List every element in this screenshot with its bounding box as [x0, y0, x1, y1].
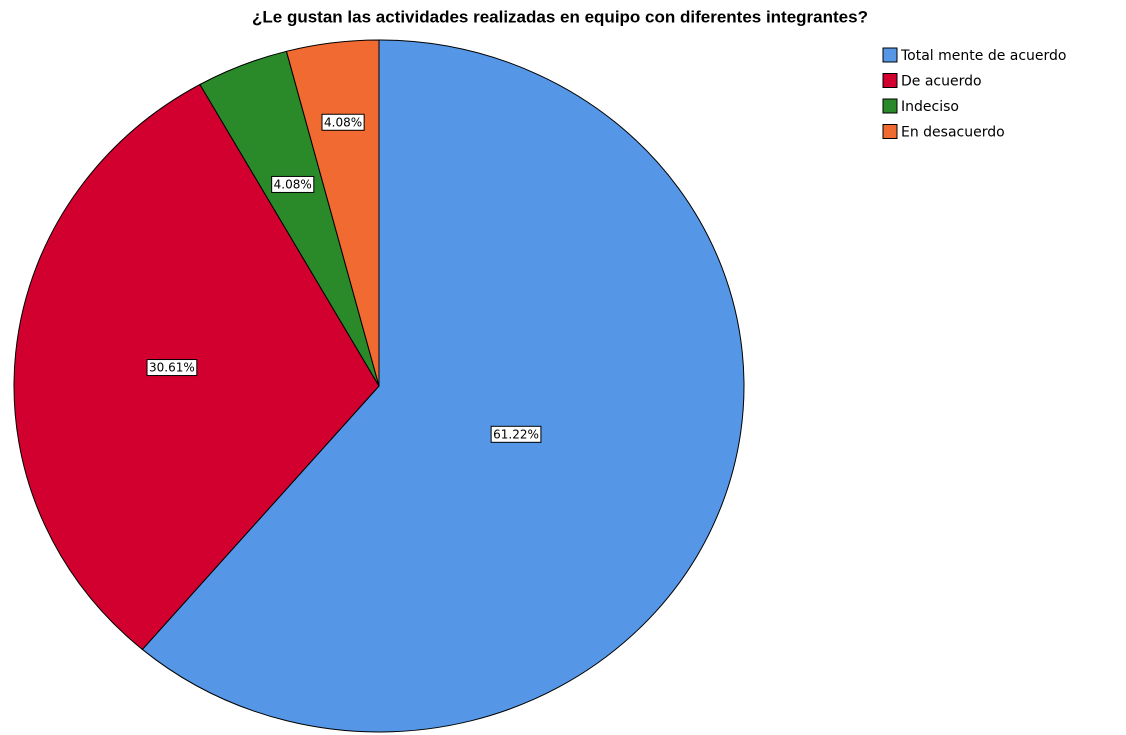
data-label-box	[271, 175, 315, 193]
legend-label: Indeciso	[901, 99, 959, 115]
legend-swatch	[882, 47, 898, 63]
chart-title: ¿Le gustan las actividades realizadas en…	[252, 7, 868, 26]
data-label-box	[490, 425, 542, 443]
pie-slice	[141, 39, 745, 733]
legend-label: De acuerdo	[901, 74, 982, 90]
data-label-box	[321, 113, 365, 131]
legend-label: Total mente de acuerdo	[900, 48, 1067, 64]
legend-swatch	[882, 124, 898, 139]
data-label: 4.08%	[324, 115, 362, 129]
data-label-box	[146, 359, 198, 377]
legend-swatch	[882, 73, 898, 88]
data-label: 30.61%	[149, 361, 195, 375]
data-label: 61.22%	[493, 427, 539, 441]
legend-label: En desacuerdo	[901, 125, 1005, 141]
legend-swatch	[882, 98, 898, 114]
data-label: 4.08%	[274, 177, 312, 191]
